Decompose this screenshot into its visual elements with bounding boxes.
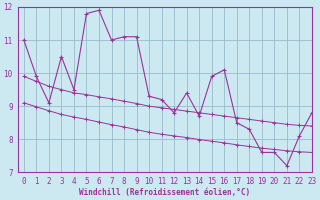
X-axis label: Windchill (Refroidissement éolien,°C): Windchill (Refroidissement éolien,°C) [79, 188, 250, 197]
